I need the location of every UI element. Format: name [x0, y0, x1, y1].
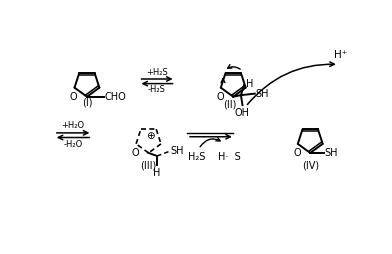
Text: SH: SH — [170, 146, 183, 156]
Text: H⁺: H⁺ — [334, 50, 347, 60]
Text: (IV): (IV) — [302, 160, 319, 170]
Text: O: O — [293, 148, 301, 158]
Text: O: O — [216, 91, 224, 102]
Text: H·  S: H· S — [218, 152, 241, 162]
Text: H: H — [245, 78, 253, 89]
Text: H₂S: H₂S — [189, 152, 206, 162]
Text: $\oplus$: $\oplus$ — [146, 131, 156, 141]
Text: -H₂S: -H₂S — [148, 85, 166, 94]
Text: (I): (I) — [82, 98, 92, 108]
Text: CHO: CHO — [105, 92, 126, 102]
Text: -H₂O: -H₂O — [64, 140, 83, 149]
Text: OH: OH — [235, 108, 250, 118]
Text: +H₂O: +H₂O — [62, 121, 85, 131]
Text: SH: SH — [325, 148, 338, 158]
Text: O: O — [70, 91, 78, 102]
Text: (II): (II) — [223, 99, 236, 109]
Text: O: O — [131, 148, 139, 158]
Text: +H₂S: +H₂S — [146, 68, 168, 77]
Text: H: H — [153, 168, 161, 178]
Text: SH: SH — [256, 89, 269, 99]
Text: (III): (III) — [140, 160, 157, 170]
